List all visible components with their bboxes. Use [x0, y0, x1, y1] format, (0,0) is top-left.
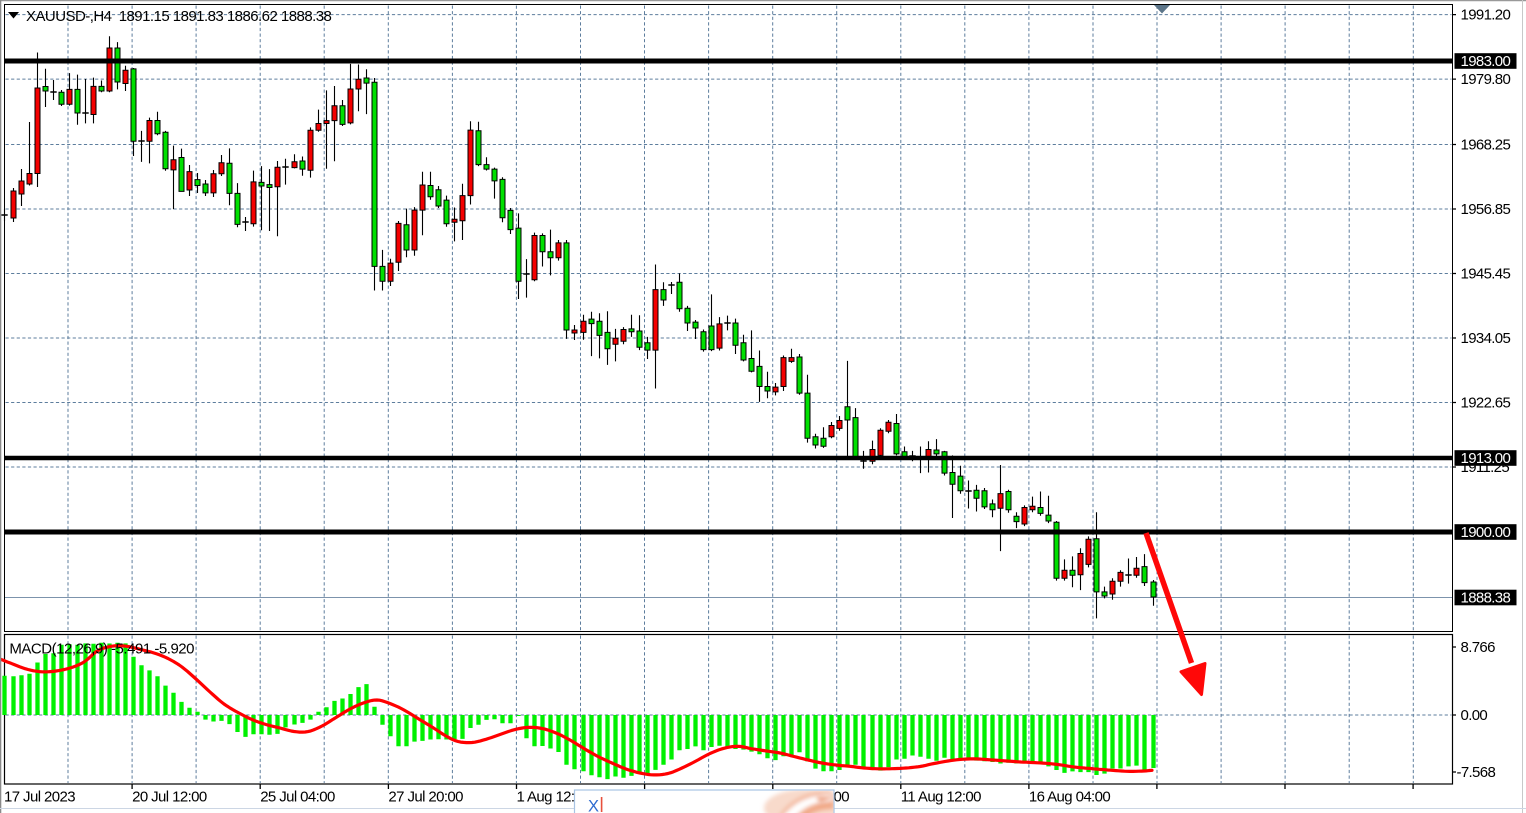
svg-text:1956.85: 1956.85 [1461, 201, 1511, 218]
svg-text:1979.80: 1979.80 [1461, 71, 1511, 88]
svg-text:17 Jul 2023: 17 Jul 2023 [4, 789, 75, 806]
svg-text:20 Jul 12:00: 20 Jul 12:00 [132, 789, 207, 806]
svg-text:11 Aug 12:00: 11 Aug 12:00 [901, 789, 981, 806]
svg-text:-7.568: -7.568 [1457, 764, 1496, 781]
svg-text:1888.38: 1888.38 [1461, 590, 1511, 607]
svg-text:1900.00: 1900.00 [1461, 524, 1511, 541]
svg-text:1983.00: 1983.00 [1461, 53, 1511, 70]
svg-text:1934.05: 1934.05 [1461, 330, 1511, 347]
svg-text:1922.65: 1922.65 [1461, 395, 1511, 412]
svg-text:8.766: 8.766 [1461, 639, 1496, 656]
svg-text:25 Jul 04:00: 25 Jul 04:00 [260, 789, 335, 806]
svg-text:X: X [588, 798, 599, 813]
svg-text:1945.45: 1945.45 [1461, 266, 1511, 283]
svg-text:1968.25: 1968.25 [1461, 137, 1511, 154]
svg-text:MACD(12,26,9) -5.491 -5.920: MACD(12,26,9) -5.491 -5.920 [9, 641, 194, 658]
svg-text:1991.20: 1991.20 [1461, 7, 1511, 24]
svg-text:27 Jul 20:00: 27 Jul 20:00 [388, 789, 463, 806]
svg-text:1 Aug 12:00: 1 Aug 12:00 [517, 789, 591, 806]
svg-text:1913.00: 1913.00 [1461, 450, 1511, 467]
svg-text:0.00: 0.00 [1461, 707, 1488, 724]
svg-text:16 Aug 04:00: 16 Aug 04:00 [1029, 789, 1110, 806]
svg-text:XAUUSD-,H4 1891.15 1891.83 18: XAUUSD-,H4 1891.15 1891.83 1886.62 1888.… [26, 8, 332, 25]
